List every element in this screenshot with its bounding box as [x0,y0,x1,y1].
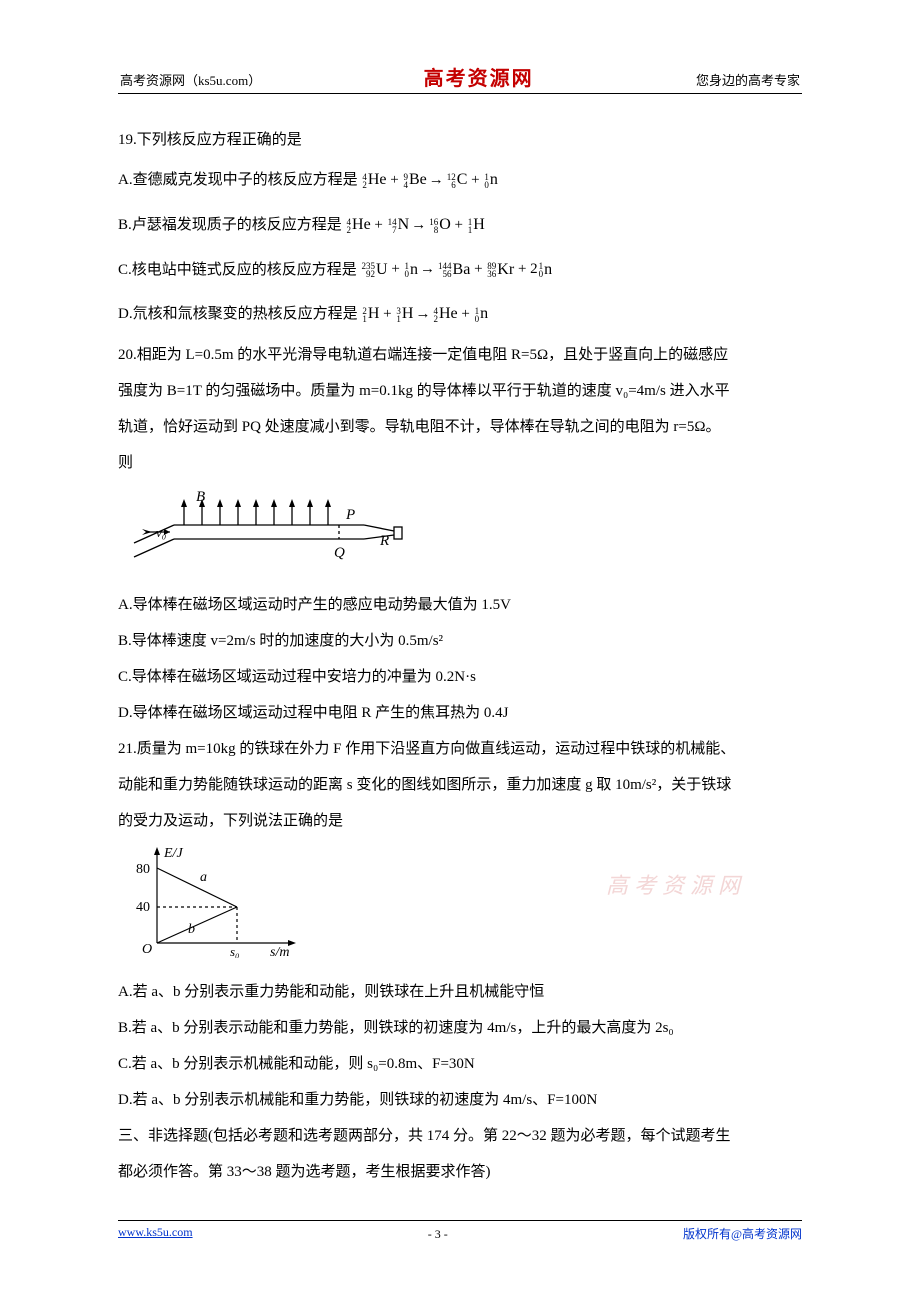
q21-label-b: b [188,922,195,937]
q20-label-R: R [379,533,389,549]
q19-option-c: C.核电站中链式反应的核反应方程是 23592U + 10n→14456Ba +… [118,248,802,293]
q21-option-a: A.若 a、b 分别表示重力势能和动能，则铁球在上升且机械能守恒 [118,974,802,1010]
q20-option-a: A.导体棒在磁场区域运动时产生的感应电动势最大值为 1.5V [118,587,802,623]
q20-p4: 则 [118,445,802,481]
q21-option-d: D.若 a、b 分别表示机械能和重力势能，则铁球的初速度为 4m/s、F=100… [118,1082,802,1118]
section3-p1: 三、非选择题(包括必考题和选考题两部分，共 174 分。第 22～32 题为必考… [118,1118,802,1154]
q19-eq-c: 23592U + 10n→14456Ba + 8936Kr + 210n [357,261,552,277]
q21-ytick-40: 40 [136,900,150,915]
q19-eq-d: 21H + 31H→42He + 10n [358,306,488,322]
page-header: 高考资源网（ks5u.com） 高考资源网 您身边的高考专家 [118,62,802,94]
content-body: 19.下列核反应方程正确的是 A.查德威克发现中子的核反应方程是 42He + … [118,122,802,1190]
footer-left-link[interactable]: www.ks5u.com [118,1225,193,1240]
q20-label-Q: Q [334,545,345,561]
q19-option-d: D.氘核和氚核聚变的热核反应方程是 21H + 31H→42He + 10n [118,292,802,337]
q21-ytick-80: 80 [136,862,150,877]
q19-option-b: B.卢瑟福发现质子的核反应方程是 42He + 147N→168O + 11H [118,203,802,248]
q19-title: 19.下列核反应方程正确的是 [118,122,802,158]
q21-figure: E/J 80 40 a b O s₀ s/m [122,843,312,958]
q20-option-b: B.导体棒速度 v=2m/s 时的加速度的大小为 0.5m/s² [118,623,802,659]
page-footer: www.ks5u.com - 3 - 版权所有@高考资源网 [118,1220,802,1242]
q21-xlabel: s/m [270,945,289,958]
q21-option-c: C.若 a、b 分别表示机械能和动能，则 s₀=0.8m、F=30N [118,1046,802,1082]
q21-option-b: B.若 a、b 分别表示动能和重力势能，则铁球的初速度为 4m/s，上升的最大高… [118,1010,802,1046]
header-center-logo: 高考资源网 [424,62,534,91]
q20-label-P: P [345,507,355,523]
q21-ylabel: E/J [163,846,183,861]
q21-p3: 的受力及运动，下列说法正确的是 [118,803,802,839]
q21-s0: s₀ [230,944,240,958]
q20-p3: 轨道，恰好运动到 PQ 处速度减小到零。导轨电阻不计，导体棒在导轨之间的电阻为 … [118,409,802,445]
q21-origin: O [142,942,152,957]
q19-option-a: A.查德威克发现中子的核反应方程是 42He + 94Be→126C + 10n [118,158,802,203]
q21-label-a: a [200,870,207,885]
footer-right-link[interactable]: 版权所有@高考资源网 [683,1225,802,1242]
header-left: 高考资源网（ks5u.com） [120,70,261,89]
header-right: 您身边的高考专家 [696,70,800,89]
q19-eq-b: 42He + 147N→168O + 11H [342,217,485,233]
q20-figure: B P Q R v₀ [124,487,424,571]
q21-p1: 21.质量为 m=10kg 的铁球在外力 F 作用下沿竖直方向做直线运动，运动过… [118,731,802,767]
q21-p2: 动能和重力势能随铁球运动的距离 s 变化的图线如图所示，重力加速度 g 取 10… [118,767,802,803]
q20-option-c: C.导体棒在磁场区域运动过程中安培力的冲量为 0.2N·s [118,659,802,695]
q20-p2: 强度为 B=1T 的匀强磁场中。质量为 m=0.1kg 的导体棒以平行于轨道的速… [118,373,802,409]
q20-p1: 20.相距为 L=0.5m 的水平光滑导电轨道右端连接一定值电阻 R=5Ω，且处… [118,337,802,373]
q19-eq-a: 42He + 94Be→126C + 10n [358,172,498,188]
q20-option-d: D.导体棒在磁场区域运动过程中电阻 R 产生的焦耳热为 0.4J [118,695,802,731]
section3-p2: 都必须作答。第 33～38 题为选考题，考生根据要求作答) [118,1154,802,1190]
footer-page-number: - 3 - [193,1225,683,1242]
q20-label-B: B [196,489,205,505]
